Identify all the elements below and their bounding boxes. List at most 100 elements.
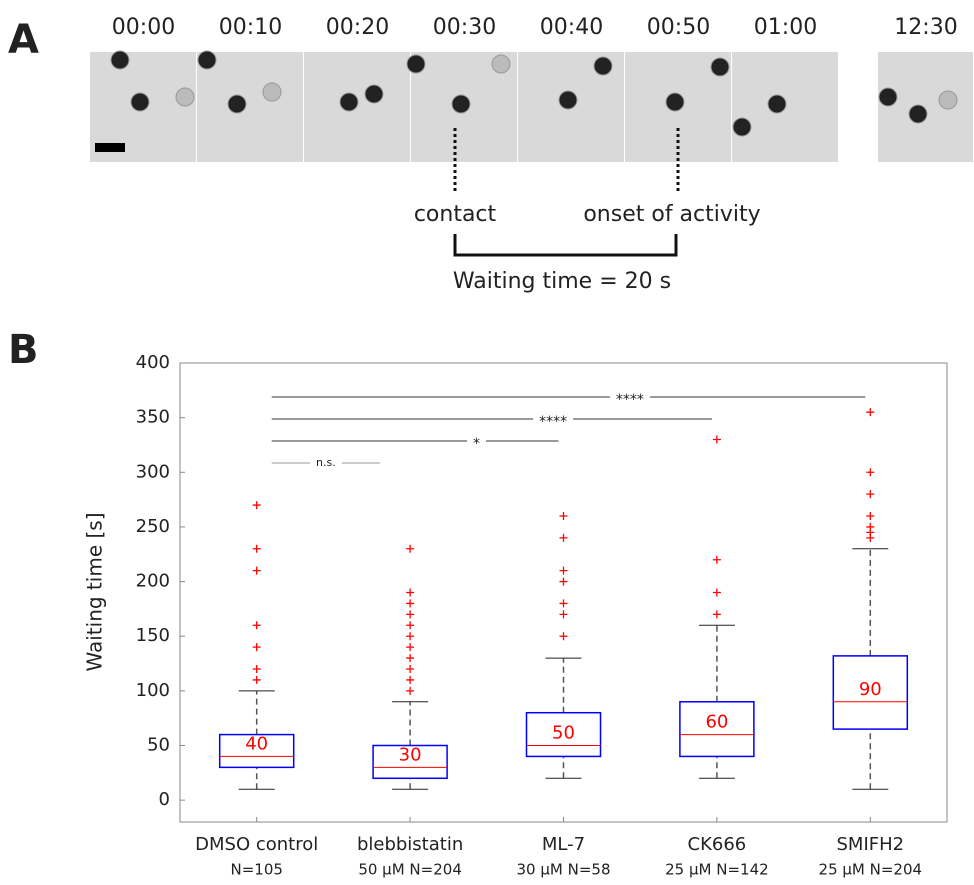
flier [559,533,568,542]
box [372,744,448,780]
y-tick-label: 300 [136,461,170,482]
image-tile [878,52,973,162]
time-label: 00:40 [540,15,603,40]
waiting-label: Waiting time = 20 s [453,269,671,294]
onset-label: onset of activity [583,202,760,227]
median-label: 30 [399,744,422,765]
cell [491,54,511,74]
panel-label: B [8,327,39,373]
flier [252,566,261,575]
flier [559,512,568,520]
flier [252,621,261,630]
y-tick-label: 50 [147,735,170,756]
flier [406,544,415,553]
flier [866,512,875,520]
x-sublabel: 25 µM N=204 [819,861,923,879]
y-tick-label: 0 [159,789,170,810]
median-label: 60 [705,712,728,733]
flier [406,654,415,663]
flier [406,599,415,608]
flier [559,610,568,619]
box [679,701,755,758]
image-strip [90,50,973,162]
time-label: 00:00 [112,15,175,40]
time-label: 00:30 [433,15,496,40]
significance-label: * [473,436,480,452]
flier [406,665,415,673]
flier [866,408,875,417]
box [525,711,602,758]
flier [712,555,721,564]
flier [866,522,875,531]
flier [252,544,261,553]
time-label: 00:20 [326,15,389,40]
flier [406,588,415,597]
image-tile [197,52,303,162]
x-tick-label: CK666 [688,834,747,855]
cell [878,87,898,107]
scale-bar [95,143,125,152]
median-label: 50 [552,723,575,744]
flier [406,643,415,652]
x-tick-label: SMIFH2 [836,834,904,855]
time-label: 12:30 [894,15,957,40]
contact-label: contact [414,202,497,227]
flier [559,632,568,641]
flier [252,665,261,673]
flier [712,588,721,597]
y-tick-label: 350 [136,407,170,428]
cell [110,50,130,70]
cell [767,94,787,114]
cell [593,56,613,76]
cell [364,84,384,104]
flier [866,468,875,477]
flier [559,599,568,608]
y-tick-label: 150 [136,625,170,646]
cell [938,90,958,110]
x-tick-label: DMSO control [195,834,318,855]
y-tick-label: 250 [136,516,170,537]
cell [732,117,752,137]
cell [227,94,247,114]
flier [252,501,261,510]
time-label: 00:50 [647,15,710,40]
time-label: 00:10 [219,15,282,40]
x-sublabel: 30 µM N=58 [517,861,611,879]
cell [197,50,217,70]
cell [710,57,730,77]
y-tick-label: 200 [136,571,170,592]
flier [866,490,875,499]
significance-label: **** [539,414,567,430]
box [218,733,295,769]
significance-label: n.s. [316,456,336,469]
flier [252,643,261,652]
flier [406,610,415,619]
x-tick-label: ML-7 [542,834,585,855]
cell [339,92,359,112]
flier [406,675,415,684]
cell [908,104,928,124]
bracket [453,234,678,257]
cell [130,92,150,112]
y-tick-label: 400 [136,352,170,373]
median-label: 40 [245,733,268,754]
x-sublabel: N=105 [230,861,282,879]
flier [252,675,261,684]
flier [406,632,415,641]
cell [175,87,195,107]
flier [559,577,568,586]
cell [451,94,471,114]
panel-label: A [8,17,39,63]
y-tick-label: 100 [136,680,170,701]
box [832,655,909,730]
x-tick-label: blebbistatin [357,834,463,855]
median-label: 90 [859,679,882,700]
x-sublabel: 25 µM N=142 [665,861,769,879]
x-sublabel: 50 µM N=204 [358,861,462,879]
flier [406,686,415,695]
significance-label: **** [616,392,644,408]
cell [262,82,282,102]
time-label: 01:00 [754,15,817,40]
